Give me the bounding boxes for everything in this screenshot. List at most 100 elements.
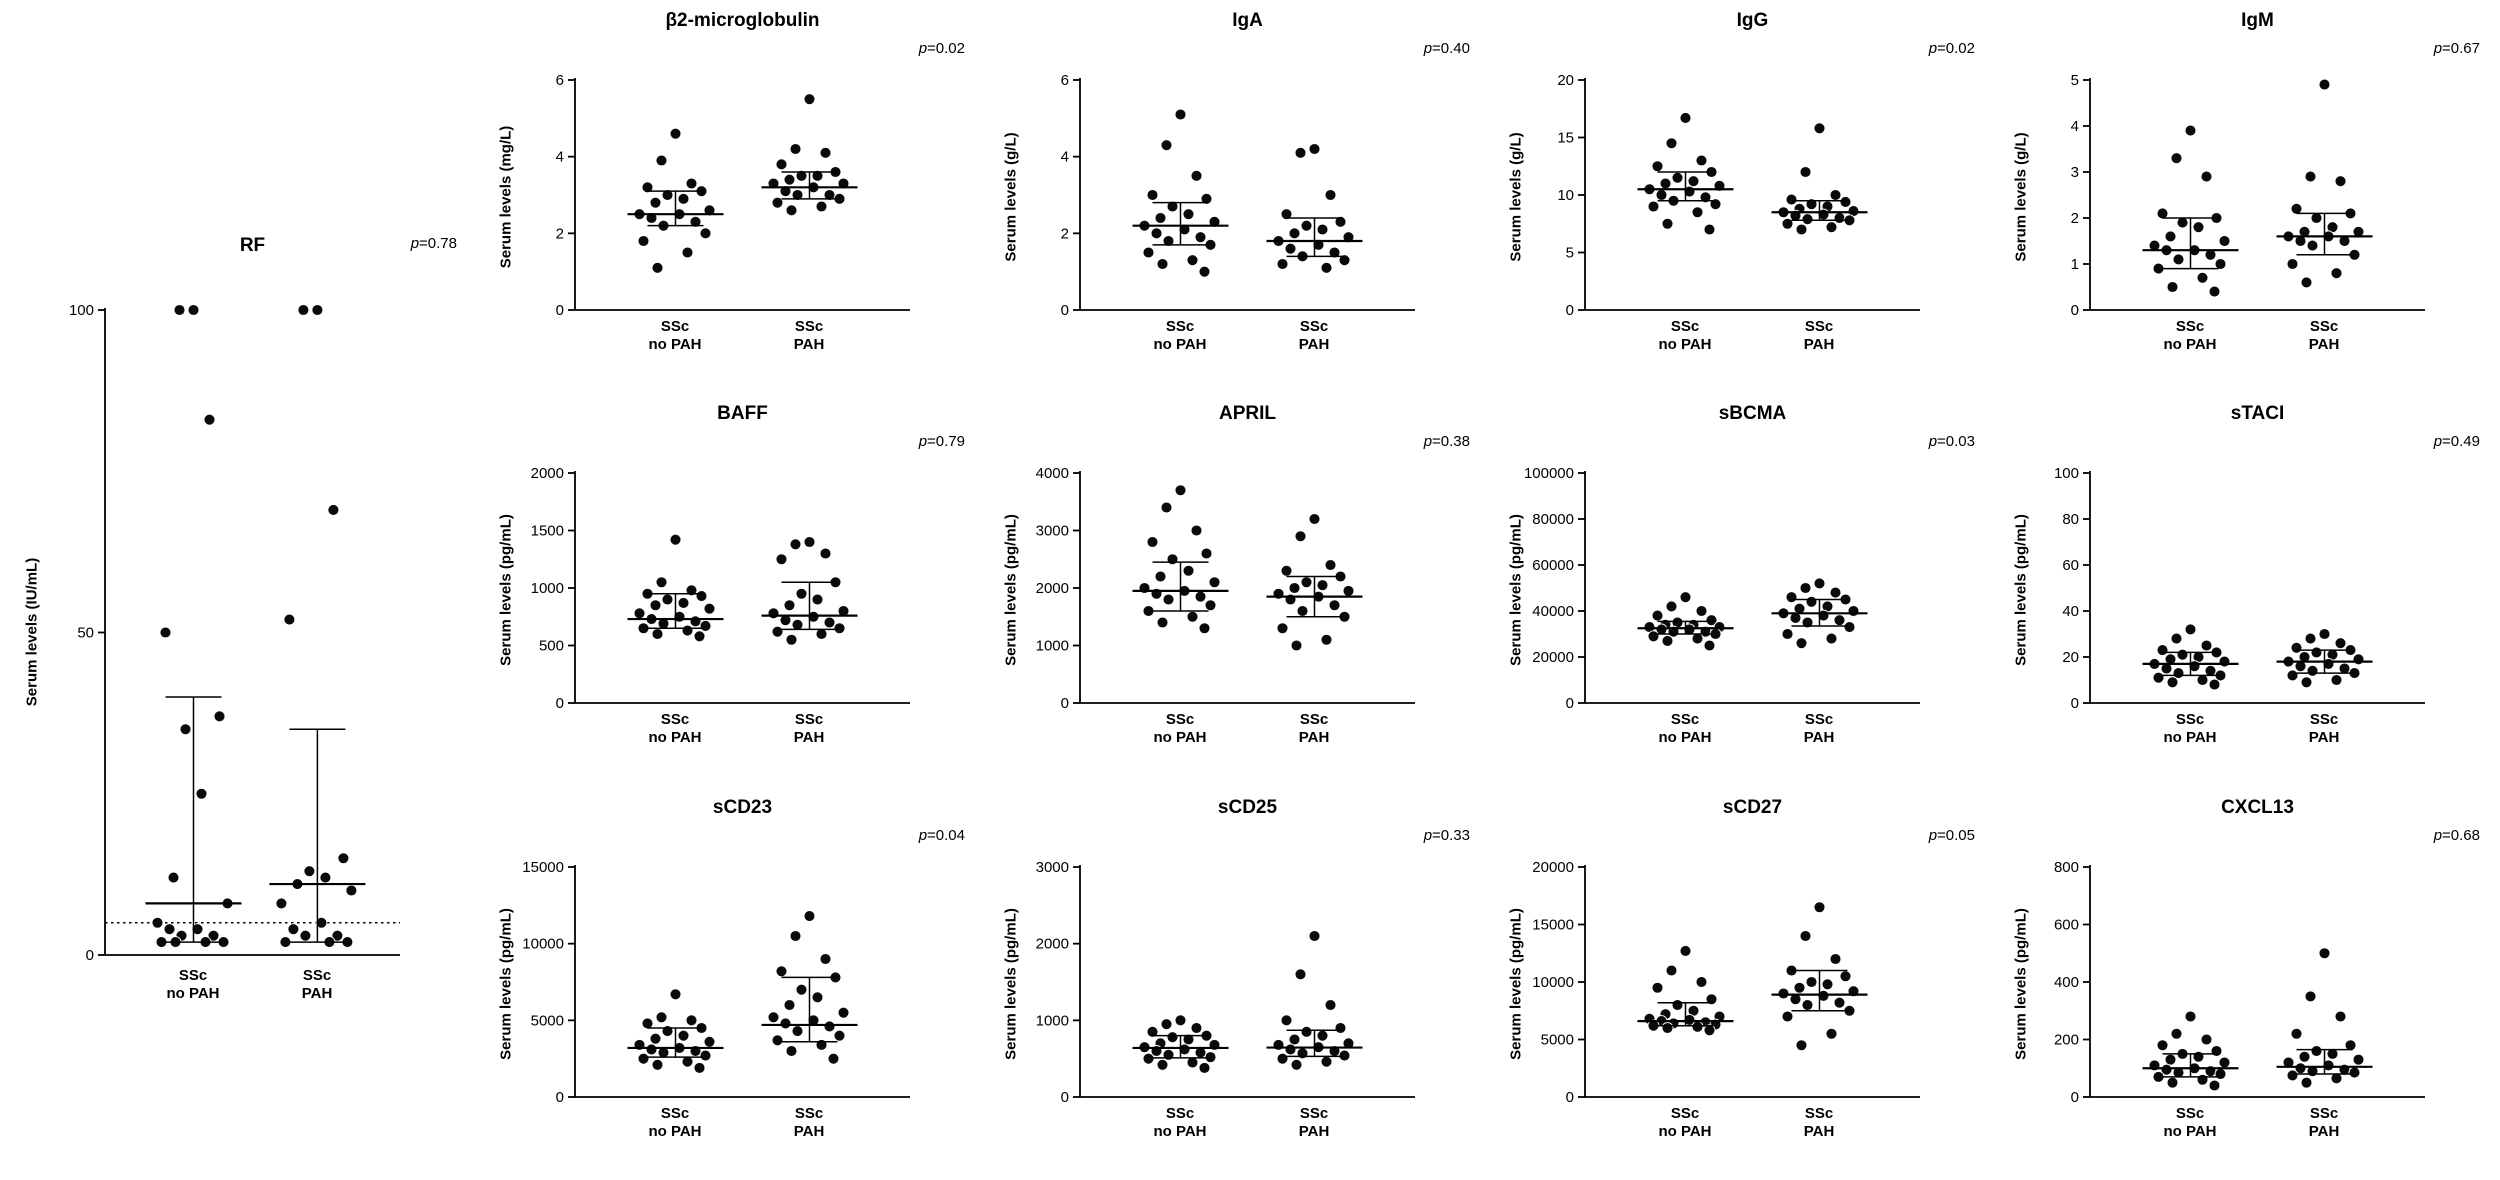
- data-point: [2218, 655, 2231, 668]
- y-tick-label: 600: [2054, 917, 2079, 934]
- data-point: [783, 999, 796, 1011]
- x-group-label-no-pah: SSc no PAH: [1153, 318, 1207, 353]
- y-tick-label: 10000: [1532, 974, 1574, 991]
- data-point: [1190, 1022, 1203, 1034]
- data-point: [1661, 634, 1674, 647]
- data-point: [661, 1025, 674, 1038]
- data-point: [815, 200, 828, 213]
- y-tick-label: 100: [69, 302, 94, 319]
- data-point: [1324, 189, 1337, 201]
- data-point: [819, 146, 832, 159]
- y-tick-label: 40: [2062, 603, 2079, 620]
- data-point: [1813, 577, 1826, 590]
- data-point: [2330, 267, 2343, 280]
- y-tick-label: 80: [2062, 511, 2079, 528]
- data-point: [811, 593, 824, 606]
- scatter-plot-scd23: 0 5000 10000 15000: [522, 859, 910, 1106]
- data-point: [1795, 637, 1808, 650]
- panel-iga: IgA p=0.40 Serum levels (g/L) SSc no PAH …: [985, 0, 1490, 393]
- data-point: [2348, 1066, 2361, 1079]
- scatter-plot-iga: 0 2 4 6: [1061, 72, 1415, 319]
- x-group-label-no-pah: SSc no PAH: [1658, 318, 1712, 353]
- data-point: [1316, 1029, 1329, 1042]
- data-point: [1839, 195, 1852, 208]
- data-point: [1178, 1043, 1191, 1056]
- data-point: [327, 504, 340, 516]
- scatter-plot-igm: 0 1 2 3 4 5: [2071, 72, 2425, 319]
- data-point: [2172, 253, 2185, 266]
- data-point: [275, 897, 288, 910]
- data-point: [807, 610, 820, 623]
- data-point: [1156, 258, 1169, 270]
- data-point: [785, 204, 798, 217]
- data-point: [1142, 246, 1155, 259]
- panel-cxcl13: CXCL13 p=0.68 Serum levels (pg/mL) SSc no…: [1995, 787, 2500, 1180]
- data-point: [1695, 976, 1708, 988]
- scatter-plot-scd25: 0 1000 2000 3000: [1036, 859, 1415, 1106]
- data-point: [1160, 1018, 1173, 1031]
- data-point: [2318, 947, 2331, 960]
- data-point: [819, 953, 832, 965]
- panel-title: IgG: [1736, 10, 1769, 31]
- data-point: [2152, 671, 2165, 684]
- data-point: [2286, 1069, 2299, 1082]
- data-point: [775, 965, 788, 978]
- data-point: [1290, 639, 1303, 652]
- y-tick-label: 6: [1061, 72, 1069, 89]
- data-point: [279, 936, 292, 949]
- data-point: [2310, 212, 2323, 224]
- data-point: [1679, 111, 1692, 124]
- data-point: [1308, 143, 1321, 155]
- data-point: [651, 261, 664, 274]
- data-point: [1795, 223, 1808, 236]
- data-point: [649, 1032, 662, 1045]
- panel-title: CXCL13: [2221, 797, 2294, 818]
- x-group-label-no-pah: SSc no PAH: [648, 318, 702, 353]
- scatter-plot-sbcma: 0 20000 40000 60000 80000 100000: [1524, 465, 1920, 712]
- data-point: [1691, 1020, 1704, 1033]
- data-point: [789, 143, 802, 155]
- p-value: p=0.04: [918, 827, 965, 844]
- data-point: [1154, 212, 1167, 224]
- data-point: [1703, 223, 1716, 236]
- y-tick-label: 2: [556, 225, 564, 242]
- data-point: [1683, 623, 1696, 636]
- data-point: [1198, 1061, 1211, 1074]
- p-value: p=0.78: [410, 235, 457, 252]
- y-tick-label: 20: [1557, 72, 1574, 89]
- data-point: [1320, 261, 1333, 274]
- y-tick-label: 0: [2071, 1089, 2079, 1106]
- y-tick-label: 100000: [1524, 465, 1574, 482]
- data-point: [833, 622, 846, 635]
- x-group-label-pah: SSc PAH: [2308, 318, 2340, 353]
- y-tick-label: 0: [556, 695, 564, 712]
- y-tick-label: 2000: [531, 465, 564, 482]
- y-tick-label: 2: [1061, 225, 1069, 242]
- data-point: [167, 871, 180, 884]
- data-point: [2152, 262, 2165, 275]
- panel-scd27: sCD27 p=0.05 Serum levels (pg/mL) SSc no …: [1490, 787, 1995, 1180]
- y-tick-label: 4: [2071, 118, 2079, 135]
- panel-scd23: sCD23 p=0.04 Serum levels (pg/mL) SSc no …: [480, 787, 985, 1180]
- panel-sbcma: sBCMA p=0.03 Serum levels (pg/mL) SSc no …: [1490, 393, 1995, 786]
- data-point: [1316, 223, 1329, 236]
- data-point: [2172, 1066, 2185, 1079]
- data-point: [2192, 221, 2205, 234]
- data-point: [2152, 1070, 2165, 1083]
- data-point: [1665, 137, 1678, 150]
- data-point: [2334, 1010, 2347, 1023]
- y-tick-label: 3: [2071, 164, 2079, 181]
- data-point: [2214, 1068, 2227, 1080]
- data-point: [1799, 582, 1812, 594]
- data-point: [1146, 536, 1159, 548]
- data-point: [1833, 614, 1846, 627]
- y-tick-label: 20000: [1532, 859, 1574, 876]
- data-point: [1194, 590, 1207, 603]
- data-point: [1665, 600, 1678, 613]
- data-point: [2170, 1027, 2183, 1040]
- data-point: [1162, 1048, 1175, 1061]
- data-point: [1162, 593, 1175, 606]
- y-tick-label: 0: [2071, 695, 2079, 712]
- y-tick-label: 5: [1566, 245, 1574, 262]
- data-point: [649, 599, 662, 612]
